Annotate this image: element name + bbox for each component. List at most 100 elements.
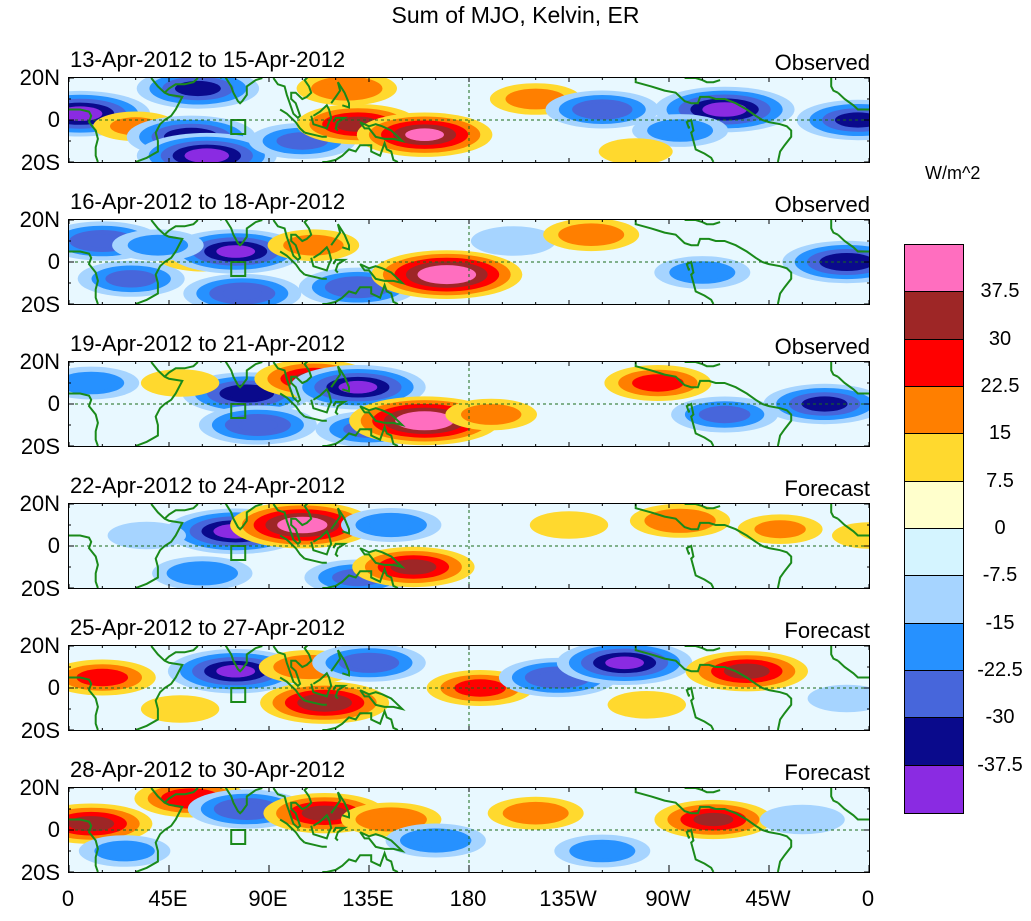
anomaly-contour-7-6	[406, 415, 443, 427]
coastline-6	[279, 676, 306, 702]
x-tick-label: 90E	[248, 886, 288, 911]
anomaly-contour-2-4	[110, 271, 153, 286]
x-tick-label: 0	[61, 886, 75, 911]
coastline-6	[279, 392, 306, 418]
anomaly-contour-8-3	[467, 406, 516, 423]
colorbar-swatch	[905, 671, 963, 719]
coastline-15	[684, 504, 721, 510]
coastline-16	[830, 504, 839, 520]
anomaly-contour-10-3	[568, 226, 615, 243]
y-tick-label: 0	[47, 249, 60, 274]
anomaly-contour-3-5	[178, 82, 218, 95]
coastline-16	[830, 646, 839, 662]
colorbar-swatch	[905, 245, 963, 293]
coastline-6	[279, 818, 306, 844]
colorbar-units: W/m^2	[925, 163, 981, 183]
panel-map-4	[68, 503, 870, 589]
anomaly-contour-8-3	[324, 81, 369, 96]
coastline-3	[163, 646, 199, 662]
coastline-13	[634, 78, 793, 162]
anomaly-contour-4-5	[305, 696, 344, 709]
y-tick-label: 20S	[20, 292, 60, 317]
panel-date-range: 19-Apr-2012 to 21-Apr-2012	[70, 331, 346, 356]
coastline-1	[69, 392, 99, 446]
y-tick-label: 20S	[20, 718, 60, 743]
panel-type-label: Observed	[774, 192, 870, 217]
coastline-3	[163, 788, 199, 804]
coastline-13	[634, 788, 793, 872]
coastline-17	[837, 91, 869, 111]
anomaly-contour-5-3	[369, 517, 414, 533]
coastline-13	[634, 504, 793, 588]
panel-map-5	[68, 645, 870, 731]
coastline-16	[830, 362, 839, 378]
coastline-9	[332, 258, 349, 274]
coastline-10	[330, 223, 350, 251]
colorbar-swatch	[905, 718, 963, 766]
colorbar-swatch	[905, 576, 963, 624]
coastline-17	[837, 375, 869, 395]
y-tick-label: 20N	[19, 491, 60, 516]
x-tick-label: 135W	[539, 886, 597, 911]
anomaly-contour-6-3	[180, 565, 225, 581]
anomaly-contour-5-3	[369, 812, 414, 827]
coastline-3	[163, 78, 199, 94]
coastline-14	[685, 686, 715, 730]
colorbar-level-label: -7.5	[982, 564, 1018, 587]
panel-date-range: 25-Apr-2012 to 27-Apr-2012	[70, 615, 346, 640]
panel-ticks-2	[68, 219, 870, 305]
coastline-8	[310, 387, 333, 414]
y-tick-label: 20N	[19, 207, 60, 232]
panel-heatmap-2	[69, 220, 869, 304]
coastline-8	[310, 813, 333, 840]
colorbar-level-label: -15	[985, 611, 1015, 634]
anomaly-contour-4-5	[393, 560, 433, 574]
colorbar-swatch	[905, 481, 963, 529]
coastline-4	[220, 362, 263, 389]
anomaly-contour-2-5	[227, 387, 266, 400]
coastline-11	[359, 689, 406, 711]
coastline-12	[322, 282, 399, 304]
coastline-4	[220, 646, 263, 673]
anomaly-contour-3-4	[237, 418, 278, 432]
coastline-8	[310, 103, 333, 130]
colorbar	[904, 244, 964, 814]
panel-map-2	[68, 219, 870, 305]
y-tick-label: 20S	[20, 150, 60, 175]
coastline-5	[272, 78, 313, 120]
coastline-3	[163, 362, 199, 378]
anomaly-contour-10-2	[754, 520, 806, 539]
coastline-14	[685, 544, 715, 588]
anomaly-contour-8-6	[429, 268, 465, 281]
coastline-9	[332, 826, 349, 842]
coastline-14	[685, 828, 715, 872]
anomaly-contour-15-2	[605, 140, 667, 162]
coastline-11	[359, 263, 406, 285]
anomaly-contour-8-2	[540, 515, 598, 535]
anomaly-contour-11-5	[805, 397, 845, 411]
coastline-1	[69, 250, 99, 304]
coastline-16	[830, 788, 839, 804]
coastline-5	[272, 362, 313, 404]
y-tick-label: 0	[47, 675, 60, 700]
panel-type-label: Forecast	[784, 618, 870, 643]
coastline-16	[830, 78, 839, 94]
coastline-12	[322, 424, 399, 446]
coastline-8	[310, 245, 333, 272]
coastline-17	[837, 517, 869, 537]
panel-ticks-5	[68, 645, 870, 731]
panel-heatmap-3	[69, 362, 869, 446]
panel-type-label: Observed	[774, 50, 870, 75]
colorbar-swatch	[905, 765, 963, 813]
anomaly-contour-12-5	[827, 255, 866, 269]
coastline-15	[684, 362, 721, 368]
coastline-5	[272, 788, 313, 830]
coastline-10	[330, 649, 350, 677]
panel-type-label: Forecast	[784, 760, 870, 785]
coastline-16	[830, 220, 839, 236]
panel-date-range: 13-Apr-2012 to 15-Apr-2012	[70, 47, 346, 72]
coastline-15	[684, 220, 721, 226]
y-tick-label: 20N	[19, 633, 60, 658]
colorbar-level-label: 7.5	[986, 469, 1014, 492]
coastline-12	[322, 566, 399, 588]
